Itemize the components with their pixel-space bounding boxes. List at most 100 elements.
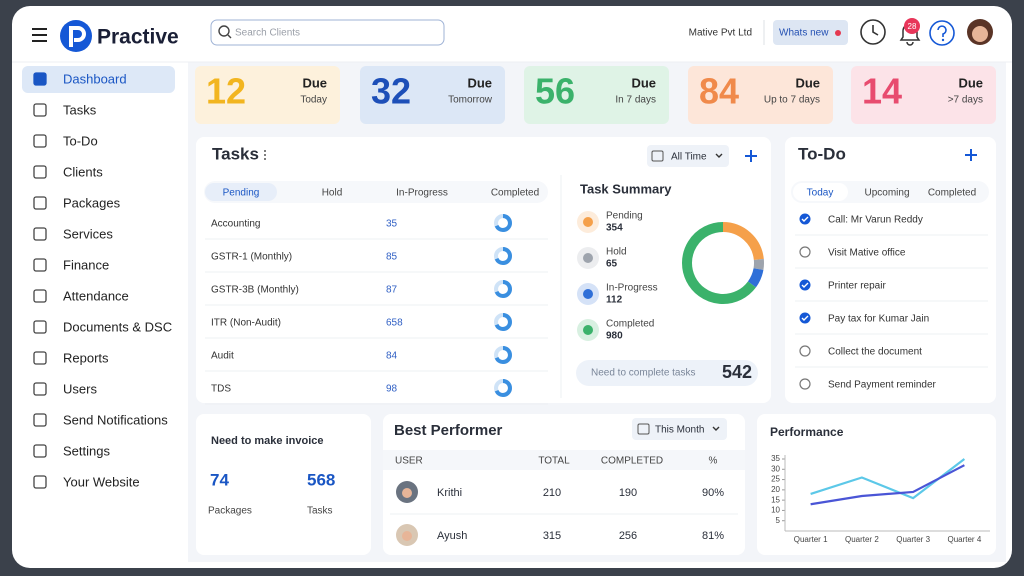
clock-icon[interactable]	[860, 19, 886, 45]
nav-item[interactable]: Attendance	[63, 288, 129, 303]
checkbox[interactable]	[799, 246, 811, 258]
tab[interactable]: Pending	[223, 188, 260, 199]
due-card[interactable]	[851, 66, 996, 124]
nav-icon	[33, 351, 47, 365]
due-period: Up to 7 days	[764, 95, 820, 106]
tab-active	[205, 183, 277, 201]
checkbox-checked[interactable]	[799, 279, 811, 291]
total-label: Need to complete tasks	[591, 368, 696, 379]
y-tick-label: 10	[771, 506, 780, 515]
donut-segment	[682, 222, 756, 304]
x-tick-label: Quarter 3	[896, 535, 930, 544]
due-card[interactable]	[195, 66, 340, 124]
nav-item[interactable]: Users	[63, 381, 97, 396]
donut-segment	[747, 268, 764, 288]
nav-item[interactable]: Reports	[63, 350, 109, 365]
todo-item: Visit Mative office	[828, 248, 906, 259]
filter-dropdown[interactable]	[632, 418, 727, 440]
nav-item[interactable]: Clients	[63, 164, 103, 179]
panel	[785, 137, 996, 403]
checkbox[interactable]	[799, 378, 811, 390]
column-header: TOTAL	[538, 456, 570, 467]
tab[interactable]: Hold	[322, 188, 343, 199]
panel	[196, 137, 771, 403]
tab[interactable]: In-Progress	[396, 188, 448, 199]
task-count: 85	[386, 252, 398, 263]
tab[interactable]: Completed	[491, 188, 539, 199]
section-title: Task Summary	[580, 181, 672, 196]
due-card[interactable]	[688, 66, 833, 124]
task-count: 35	[386, 219, 398, 230]
todo-item: Pay tax for Kumar Jain	[828, 314, 929, 325]
nav-icon	[33, 196, 47, 210]
chevron-icon	[712, 426, 720, 431]
y-tick-label: 5	[776, 516, 781, 525]
user-completed: 256	[619, 530, 637, 542]
y-tick-label: 15	[771, 495, 780, 504]
more-icon[interactable]	[264, 150, 266, 152]
todo-item: Collect the document	[828, 347, 922, 358]
nav-item[interactable]: Send Notifications	[63, 412, 168, 427]
user-avatar-face	[402, 488, 412, 498]
filter-label: All Time	[671, 152, 707, 163]
panel	[196, 414, 371, 555]
nav-item[interactable]: Your Website	[63, 474, 140, 489]
progress-ring	[494, 247, 512, 265]
panel-title: Best Performer	[394, 422, 503, 439]
logo-mark	[60, 20, 92, 52]
clock-icon	[872, 25, 879, 36]
progress-ring	[494, 313, 512, 331]
nav-item[interactable]: Settings	[63, 443, 110, 458]
task-count: 658	[386, 318, 403, 329]
nav-icon	[33, 320, 47, 334]
total-pill	[576, 360, 758, 386]
nav-item[interactable]: Documents & DSC	[63, 319, 172, 334]
add-button[interactable]	[965, 149, 977, 161]
line-series	[810, 464, 965, 506]
due-period: >7 days	[948, 95, 983, 106]
nav-item[interactable]: Dashboard	[63, 71, 127, 86]
filter-dropdown[interactable]	[647, 145, 729, 167]
due-label: Due	[302, 75, 327, 90]
nav-item[interactable]: Tasks	[63, 102, 97, 117]
tab[interactable]: Completed	[928, 188, 976, 199]
checkbox[interactable]	[799, 345, 811, 357]
nav-item[interactable]: Finance	[63, 257, 109, 272]
due-card[interactable]	[524, 66, 669, 124]
progress-ring	[494, 214, 512, 232]
nav-item[interactable]: To-Do	[63, 133, 98, 148]
whats-new-button[interactable]	[773, 20, 848, 45]
nav-item[interactable]: Packages	[63, 195, 121, 210]
user-percent: 81%	[702, 530, 724, 542]
avatar-face	[972, 26, 988, 42]
todo-item: Printer repair	[828, 281, 886, 292]
checkbox-checked[interactable]	[799, 312, 811, 324]
status-value: 65	[606, 259, 618, 270]
task-name: Audit	[211, 351, 234, 362]
due-card[interactable]	[360, 66, 505, 124]
more-icon[interactable]	[264, 154, 266, 156]
more-icon[interactable]	[264, 158, 266, 160]
help-icon[interactable]	[929, 20, 955, 46]
y-tick-label: 20	[771, 485, 780, 494]
tab[interactable]: Today	[807, 188, 834, 199]
checkbox-checked[interactable]	[799, 213, 811, 225]
due-period: Today	[300, 95, 327, 106]
task-name: ITR (Non-Audit)	[211, 318, 281, 329]
check-mark	[801, 315, 809, 321]
due-label: Due	[795, 75, 820, 90]
search-box[interactable]	[210, 19, 445, 46]
nav-icon	[33, 258, 47, 272]
donut-segment	[753, 258, 764, 270]
invoice-count: 568	[307, 470, 335, 489]
status-icon	[583, 325, 593, 335]
task-count: 98	[386, 384, 398, 395]
tab[interactable]: Upcoming	[864, 188, 909, 199]
user-total: 210	[543, 487, 561, 499]
status-value: 112	[606, 295, 623, 306]
add-button[interactable]	[745, 150, 757, 162]
due-count: 84	[699, 71, 739, 112]
nav-item[interactable]: Services	[63, 226, 113, 241]
task-count: 84	[386, 351, 398, 362]
user-completed: 190	[619, 487, 637, 499]
